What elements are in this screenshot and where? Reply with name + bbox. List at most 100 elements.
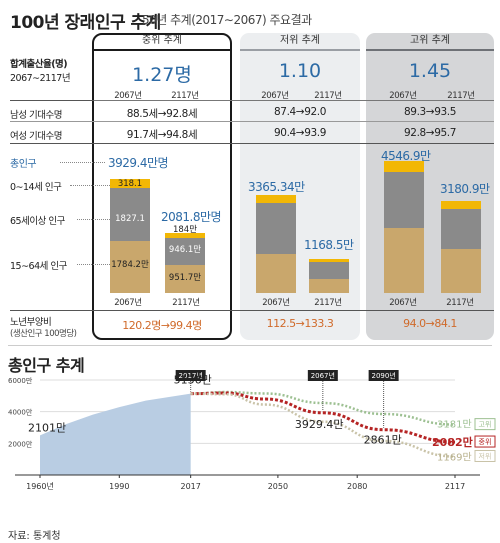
rule-1b [94, 100, 494, 101]
row-label-tfr: 합계출산율(명) [10, 59, 68, 70]
col-head-mid-rule [94, 49, 230, 51]
y-tick-label: 4000만 [8, 408, 33, 417]
low-2117-age65-segment [309, 261, 349, 279]
x-tick-label: 2117 [445, 482, 465, 491]
population-line-chart: 6000만 4000만 2000만 1960년 1990 2017 2050 2080 2117… [8, 370, 496, 491]
col-head-mid: 중위 추계 [142, 35, 182, 46]
historical-population-area [40, 393, 191, 475]
series-line-mid [190, 391, 456, 444]
row-label-oldage: 노년부양비 [10, 317, 52, 328]
rule-2 [10, 121, 494, 122]
year-high-2117: 2117년 [447, 91, 475, 101]
rule-3 [10, 143, 494, 144]
tfr-high: 1.45 [408, 60, 452, 82]
y-tick-label: 2000만 [8, 439, 33, 448]
leader-age65 [77, 219, 110, 220]
end-high-value-label: 3181만 [437, 419, 472, 431]
year-low-2117: 2117년 [314, 91, 342, 101]
x-tick-label: 2017 [180, 482, 200, 491]
row-label-female: 여성 기대수명 [10, 131, 62, 142]
year-flag-box [307, 370, 338, 381]
year-flag-label: 2067년 [311, 371, 335, 380]
scenario-tag-label: 중위 [479, 438, 492, 446]
row-label-tfr-years: 2067∼2117년 [10, 73, 71, 84]
leader-age0 [70, 185, 110, 186]
scenario-tag-label: 고위 [479, 421, 492, 429]
total-mid-2067: 3929.4만명 [108, 156, 169, 170]
oldage-high: 94.0→84.1 [403, 317, 457, 330]
leader-total [60, 162, 105, 163]
row-label-age0: 0∼14세 인구 [10, 182, 62, 193]
leader-age15 [77, 264, 110, 265]
section-title-total-population: 총인구 추계 [8, 356, 85, 375]
bar-year-low-2067: 2067년 [262, 298, 290, 308]
x-tick-label: 1960년 [26, 481, 54, 491]
mid-2067-age15-label: 1784.2만 [111, 260, 149, 270]
start-value-label: 2101만 [28, 422, 66, 435]
year-flag-box [175, 370, 206, 381]
high-2117-age15-segment [441, 249, 481, 293]
bar-year-mid-2117: 2117년 [172, 298, 200, 308]
end-mid-value-label: 2082만 [432, 435, 473, 449]
high-2117-age0-segment [441, 200, 481, 210]
year-flag-label: 2090년 [371, 371, 395, 380]
scenario-tag-label: 저위 [479, 451, 492, 460]
year-mid-2067: 2067년 [114, 91, 142, 101]
high-2067-age15-segment [384, 227, 424, 293]
bar-year-low-2117: 2117년 [314, 298, 342, 308]
x-tick-label: 1990 [109, 482, 129, 491]
scenario-tag-box [474, 435, 496, 448]
y-tick-label: 6000만 [8, 376, 33, 385]
x-tick-label: 2080 [347, 482, 367, 491]
mid-2067-age15-segment [110, 241, 150, 293]
life-low-male: 87.4→92.0 [274, 106, 326, 118]
year-flag-label: 2017년 [179, 371, 203, 380]
tfr-mid: 1.27명 [132, 64, 192, 86]
mid-2067-age0-segment [110, 179, 150, 189]
year-mid-2117: 2117년 [171, 91, 199, 101]
year-flag-box [368, 370, 399, 381]
tfr-low: 1.10 [278, 60, 322, 82]
life-low-female: 90.4→93.9 [274, 127, 326, 139]
row-label-age65: 65세이상 인구 [10, 216, 65, 227]
low-2067-age15-segment [256, 253, 296, 293]
year-high-2067: 2067년 [389, 91, 417, 101]
row-label-male: 남성 기대수명 [10, 110, 62, 121]
mid-2117-age0-label: 184만 [172, 225, 198, 235]
life-mid-male: 88.5세→92.8세 [126, 108, 198, 120]
end-low-value-label: 1169만 [437, 451, 472, 463]
series-line-high [190, 390, 456, 426]
page-subtitle: 50년 추계(2017∼2067) 주요결과 [142, 13, 312, 27]
mid-2117-age15-segment [165, 265, 205, 293]
low-2067-age65-segment [256, 203, 296, 254]
mid-2117-age15-label: 951.7만 [168, 273, 202, 283]
low-2117-age15-segment [309, 278, 349, 293]
x-tick-label: 2050 [268, 482, 288, 491]
section-divider [8, 345, 492, 346]
low-2067-age0-segment [256, 195, 296, 204]
total-mid-2117: 2081.8만명 [161, 210, 222, 224]
total-low-2117: 1168.5만 [304, 238, 354, 252]
bar-year-high-2117: 2117년 [446, 298, 474, 308]
life-high-female: 92.8→95.7 [404, 127, 456, 139]
row-label-oldage-sub: (생산인구 100명당) [10, 329, 77, 339]
mid-2067-age65-segment [110, 188, 150, 242]
total-low-2067: 3365.34만 [248, 180, 305, 194]
mid-2117-age65-label: 946.1만 [168, 245, 202, 255]
page-title: 100년 장래인구 추계 [10, 13, 161, 33]
total-high-2117: 3180.9만 [440, 182, 490, 196]
bar-year-mid-2067: 2067년 [114, 298, 142, 308]
bar-year-high-2067: 2067년 [389, 298, 417, 308]
mid-scenario-column [92, 33, 232, 340]
scenario-tag-box [474, 449, 496, 462]
low-2117-age0-segment [309, 259, 349, 262]
oldage-low: 112.5→133.3 [266, 317, 334, 330]
source-note: 자료: 통계청 [8, 531, 61, 542]
mid-2117-age65-segment [165, 237, 205, 266]
mid-2090-value-label: 2861만 [364, 434, 402, 447]
mid-2067-value-label: 3929.4만 [295, 418, 344, 431]
life-high-male: 89.3→93.5 [404, 106, 456, 118]
oldage-mid: 120.2명→99.4명 [122, 319, 202, 332]
row-label-age15: 15∼64세 인구 [10, 261, 67, 272]
mid-2067-age0-label: 318.1 [117, 179, 143, 189]
